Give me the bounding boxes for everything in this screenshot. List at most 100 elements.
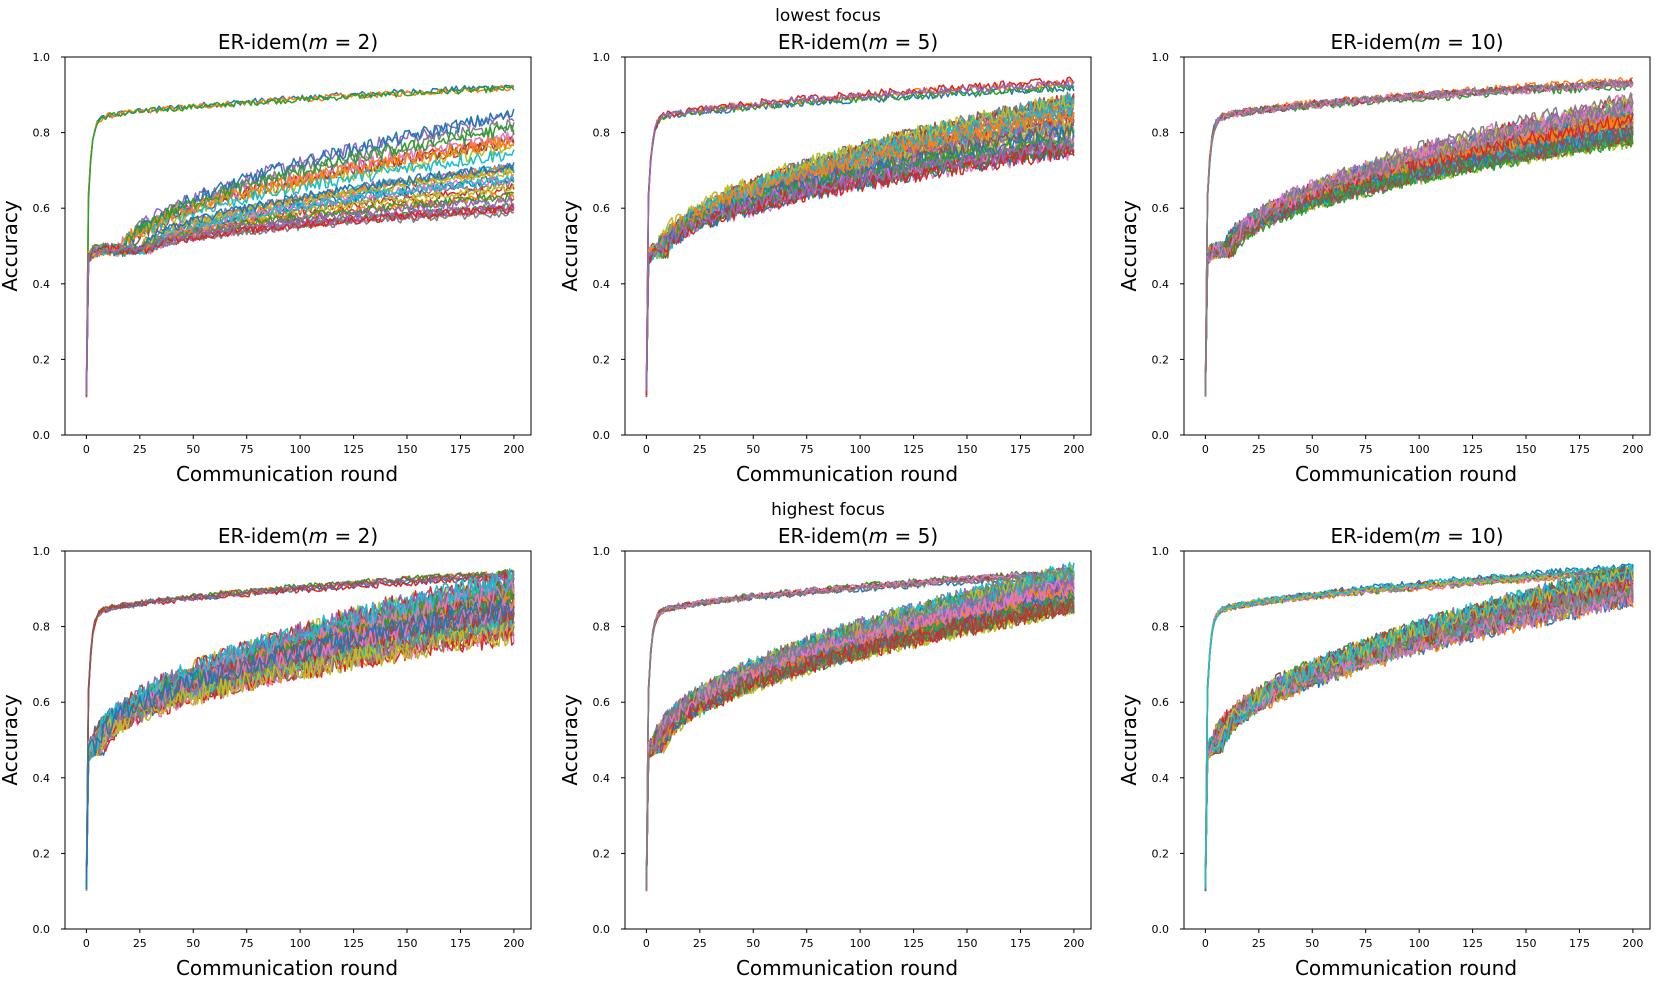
chart-title: ER-idem(m = 2) bbox=[218, 30, 378, 54]
series-lines bbox=[1204, 563, 1634, 892]
plot-frame bbox=[64, 550, 532, 930]
series-lines bbox=[645, 76, 1075, 398]
x-tick-label: 175 bbox=[1010, 937, 1031, 950]
x-tick-label: 125 bbox=[903, 443, 924, 456]
y-axis-label: Accuracy bbox=[558, 694, 582, 785]
x-tick-label: 200 bbox=[1063, 937, 1084, 950]
x-axis-label: Communication round bbox=[1295, 462, 1517, 486]
chart-title-suffix: = 10) bbox=[1441, 524, 1504, 548]
chart-title-prefix: ER-idem( bbox=[1331, 30, 1422, 54]
chart-title-suffix: = 2) bbox=[328, 30, 378, 54]
x-tick-label: 175 bbox=[1010, 443, 1031, 456]
series-line bbox=[85, 124, 515, 390]
series-line bbox=[1204, 104, 1634, 394]
x-tick-label: 0 bbox=[1202, 443, 1209, 456]
chart-title-prefix: ER-idem( bbox=[218, 524, 309, 548]
y-tick-label: 0.8 bbox=[1152, 621, 1170, 634]
y-axis-label: Accuracy bbox=[1117, 200, 1141, 291]
series-line bbox=[1204, 80, 1634, 394]
y-tick-label: 0.0 bbox=[1152, 429, 1170, 442]
y-tick-label: 0.4 bbox=[593, 772, 611, 785]
plot-frame bbox=[64, 56, 532, 436]
x-tick-label: 150 bbox=[397, 937, 418, 950]
x-tick-label: 50 bbox=[1305, 443, 1319, 456]
y-tick-label: 0.4 bbox=[1152, 278, 1170, 291]
x-tick-label: 200 bbox=[503, 937, 524, 950]
series-line bbox=[85, 623, 515, 892]
series-line bbox=[645, 579, 1075, 887]
x-tick-label: 150 bbox=[397, 443, 418, 456]
chart-title-suffix: = 2) bbox=[328, 524, 378, 548]
x-tick-label: 175 bbox=[450, 937, 471, 950]
row-title: lowest focus bbox=[775, 6, 881, 26]
x-axis-label: Communication round bbox=[176, 462, 398, 486]
x-tick-label: 150 bbox=[957, 937, 978, 950]
x-tick-label: 100 bbox=[1409, 937, 1430, 950]
plot-frame bbox=[1183, 550, 1651, 930]
series-line bbox=[645, 599, 1075, 890]
y-tick-label: 0.2 bbox=[593, 847, 611, 860]
x-tick-label: 25 bbox=[133, 937, 147, 950]
x-tick-label: 150 bbox=[957, 443, 978, 456]
x-tick-label: 50 bbox=[186, 443, 200, 456]
y-tick-label: 0.4 bbox=[1152, 772, 1170, 785]
y-tick-label: 0.8 bbox=[33, 621, 51, 634]
x-tick-label: 175 bbox=[1569, 443, 1590, 456]
series-line bbox=[85, 195, 515, 396]
x-tick-label: 50 bbox=[186, 937, 200, 950]
y-tick-label: 1.0 bbox=[33, 545, 51, 558]
series-line bbox=[85, 569, 515, 887]
x-tick-label: 50 bbox=[746, 937, 760, 950]
series-line bbox=[645, 112, 1075, 396]
y-tick-label: 0.2 bbox=[1152, 847, 1170, 860]
x-tick-label: 175 bbox=[1569, 937, 1590, 950]
y-axis-label: Accuracy bbox=[0, 694, 22, 785]
x-axis-label: Communication round bbox=[1295, 956, 1517, 980]
series-line bbox=[1204, 131, 1634, 395]
y-tick-label: 0.0 bbox=[33, 923, 51, 936]
chart-title-suffix: = 5) bbox=[888, 524, 938, 548]
chart-title-var: m bbox=[309, 30, 328, 54]
series-line bbox=[85, 175, 515, 393]
series-line bbox=[85, 203, 515, 390]
y-tick-label: 0.4 bbox=[593, 278, 611, 291]
series-line bbox=[85, 202, 515, 392]
x-tick-label: 75 bbox=[800, 443, 814, 456]
series-lines bbox=[1204, 76, 1634, 398]
y-axis-label: Accuracy bbox=[0, 200, 22, 291]
series-lines bbox=[645, 561, 1075, 892]
series-line bbox=[1204, 585, 1634, 889]
x-tick-label: 100 bbox=[290, 443, 311, 456]
x-tick-label: 125 bbox=[343, 443, 364, 456]
series-line bbox=[645, 569, 1075, 885]
x-tick-label: 0 bbox=[643, 443, 650, 456]
chart-title-prefix: ER-idem( bbox=[778, 30, 869, 54]
series-line bbox=[645, 586, 1075, 886]
chart-title-prefix: ER-idem( bbox=[778, 524, 869, 548]
series-line bbox=[85, 602, 515, 888]
y-tick-label: 0.8 bbox=[33, 127, 51, 140]
x-tick-label: 0 bbox=[643, 937, 650, 950]
series-line bbox=[85, 130, 515, 391]
y-tick-label: 0.6 bbox=[33, 202, 51, 215]
chart-title: ER-idem(m = 2) bbox=[218, 524, 378, 548]
chart-panel: ER-idem(m = 10) 0 25 50 75 100 125 150 175 200 0.0… bbox=[1117, 524, 1651, 980]
x-tick-label: 100 bbox=[290, 937, 311, 950]
chart-panel: ER-idem(m = 2) 0 25 50 75 100 125 150 175 200 0.0 0… bbox=[0, 30, 532, 486]
x-tick-label: 100 bbox=[850, 937, 871, 950]
x-tick-label: 125 bbox=[1462, 443, 1483, 456]
x-tick-label: 100 bbox=[850, 443, 871, 456]
y-tick-label: 0.8 bbox=[593, 127, 611, 140]
series-line bbox=[85, 162, 515, 396]
series-line bbox=[645, 567, 1075, 891]
x-tick-label: 0 bbox=[83, 443, 90, 456]
series-line bbox=[85, 208, 515, 394]
y-tick-label: 0.2 bbox=[593, 353, 611, 366]
chart-title-var: m bbox=[1421, 524, 1440, 548]
series-line bbox=[85, 112, 515, 394]
chart-panel: ER-idem(m = 5) 0 25 50 75 100 125 150 175 200 0.0 0… bbox=[558, 524, 1092, 980]
chart-panel: ER-idem(m = 2) 0 25 50 75 100 125 150 175 200 0.0 0… bbox=[0, 524, 532, 980]
x-tick-label: 50 bbox=[746, 443, 760, 456]
series-lines bbox=[85, 568, 515, 892]
